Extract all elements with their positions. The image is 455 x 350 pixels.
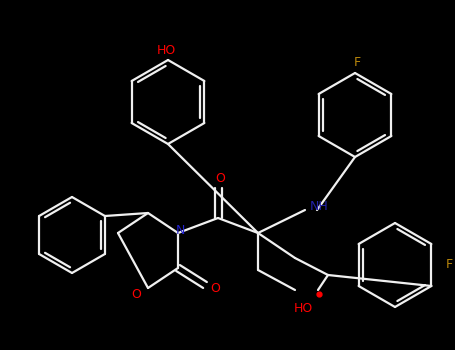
Text: O: O xyxy=(131,287,141,301)
Text: NH: NH xyxy=(309,199,329,212)
Text: O: O xyxy=(215,172,225,184)
Text: HO: HO xyxy=(157,43,176,56)
Text: HO: HO xyxy=(293,301,313,315)
Text: O: O xyxy=(210,282,220,295)
Text: F: F xyxy=(445,259,453,272)
Text: N: N xyxy=(175,224,185,237)
Text: F: F xyxy=(354,56,360,70)
